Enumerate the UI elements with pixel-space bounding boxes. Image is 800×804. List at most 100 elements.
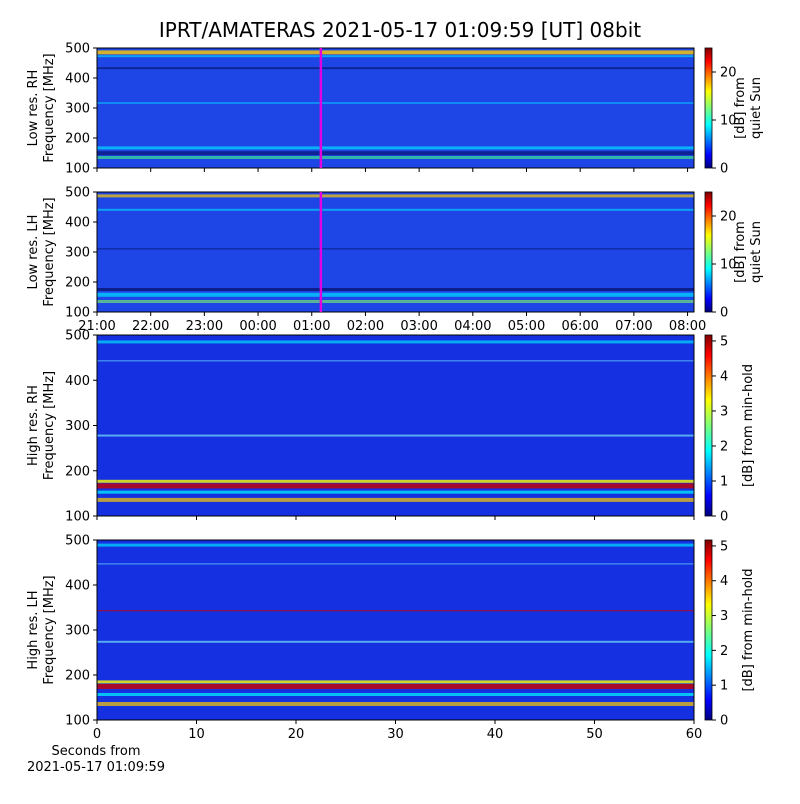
spectrogram-texture [97,434,694,437]
colorbar-label: [dB] fromquiet Sun [733,77,764,139]
spectrogram-texture [97,292,694,297]
x-tick-label: 06:00 [561,319,598,334]
colorbar-tick-label: 3 [720,404,728,419]
x-tick-label: 40 [487,727,504,742]
y-tick-label: 400 [65,72,90,87]
spectrogram-texture [97,67,694,70]
y-tick-label: 500 [65,186,90,201]
y-tick-label: 300 [65,624,90,639]
y-tick-label: 300 [65,419,90,434]
spectrogram-texture [97,610,694,612]
colorbar [704,334,713,517]
spectrogram-texture [97,288,694,291]
y-tick-label: 300 [65,102,90,117]
spectrogram-texture [97,693,694,696]
y-tick-label: 100 [65,714,90,729]
spectrogram-texture [97,497,694,502]
colorbar-tick-label: 5 [720,334,728,349]
y-axis-label: High res. LHFrequency [MHz] [26,575,57,684]
colorbar-tick-label: 2 [720,644,728,659]
spectrogram-texture [97,102,694,104]
y-tick-label: 100 [65,510,90,525]
colorbar-tick-label: 5 [720,539,728,554]
spectrogram [97,540,694,720]
x-tick-label: 30 [387,727,404,742]
spectrogram [97,192,694,312]
colorbar-tick-label: 0 [720,510,728,525]
spectrogram-texture [97,563,694,565]
colorbar [704,191,713,313]
y-tick-label: 100 [65,162,90,177]
x-tick-label: 23:00 [186,319,223,334]
y-axis-label: High res. RHFrequency [MHz] [26,371,57,480]
colorbar-tick-label: 0 [720,162,728,177]
spectrogram-texture [97,146,694,150]
colorbar-tick-label: 0 [720,714,728,729]
colorbar-tick-label: 10 [720,114,737,129]
y-tick-label: 400 [65,216,90,231]
spectrogram-texture [97,194,694,198]
spectrogram-texture [97,543,694,547]
x-tick-label: 03:00 [400,319,437,334]
x-tick-label: 02:00 [347,319,384,334]
spectrogram-texture [97,702,694,706]
y-tick-label: 200 [65,276,90,291]
colorbar-tick-label: 3 [720,609,728,624]
spectrogram-texture [97,151,694,156]
colorbar-tick-label: 20 [720,66,737,81]
y-tick-label: 500 [65,329,90,344]
x-tick-label: 00:00 [239,319,276,334]
spectrogram-texture [97,248,694,250]
spectrogram-texture [97,360,694,362]
x-tick-label: 04:00 [454,319,491,334]
x-tick-label: 05:00 [508,319,545,334]
spectrogram-texture [97,340,694,344]
colorbar [704,539,713,721]
y-tick-label: 400 [65,374,90,389]
spectrogram-texture [97,208,694,211]
x-tick-label: 50 [586,727,603,742]
spectrogram-texture [97,50,694,55]
spectrogram [97,335,694,516]
spectrogram-texture [97,55,694,58]
figure-title: IPRT/AMATERAS 2021-05-17 01:09:59 [UT] 0… [159,18,641,42]
spectrogram-texture [97,490,694,494]
colorbar-label: [dB] from min-hold [741,364,756,487]
x-tick-label: 22:00 [132,319,169,334]
spectrogram-texture [97,640,694,643]
spectrogram-texture [97,680,694,684]
x-axis-label: Seconds from 2021-05-17 01:09:59 [27,744,165,775]
colorbar-label: [dB] from min-hold [741,568,756,691]
x-tick-label: 0 [93,727,101,742]
spectrogram-texture [97,300,694,303]
x-tick-label: 10 [188,727,205,742]
colorbar-tick-label: 1 [720,679,728,694]
x-tick-label: 07:00 [615,319,652,334]
colorbar-tick-label: 4 [720,369,728,384]
y-tick-label: 200 [65,464,90,479]
spectrogram-texture [97,483,694,489]
spectrogram-texture [97,156,694,159]
y-tick-label: 300 [65,246,90,261]
x-tick-label: 01:00 [293,319,330,334]
spectrogram-texture [97,479,694,483]
x-tick-label: 21:00 [78,319,115,334]
y-tick-label: 100 [65,306,90,321]
spectrogram [97,48,694,168]
y-tick-label: 200 [65,669,90,684]
x-tick-label: 08:00 [669,319,706,334]
y-tick-label: 200 [65,132,90,147]
y-tick-label: 400 [65,579,90,594]
x-tick-label: 20 [288,727,305,742]
spectrogram-texture [97,684,694,689]
x-tick-label: 60 [686,727,703,742]
colorbar-tick-label: 4 [720,574,728,589]
colorbar-tick-label: 0 [720,306,728,321]
y-tick-label: 500 [65,42,90,57]
colorbar-tick-label: 20 [720,210,737,225]
colorbar-tick-label: 10 [720,258,737,273]
colorbar [704,47,713,169]
y-axis-label: Low res. LHFrequency [MHz] [26,197,57,306]
colorbar-label: [dB] fromquiet Sun [733,221,764,283]
